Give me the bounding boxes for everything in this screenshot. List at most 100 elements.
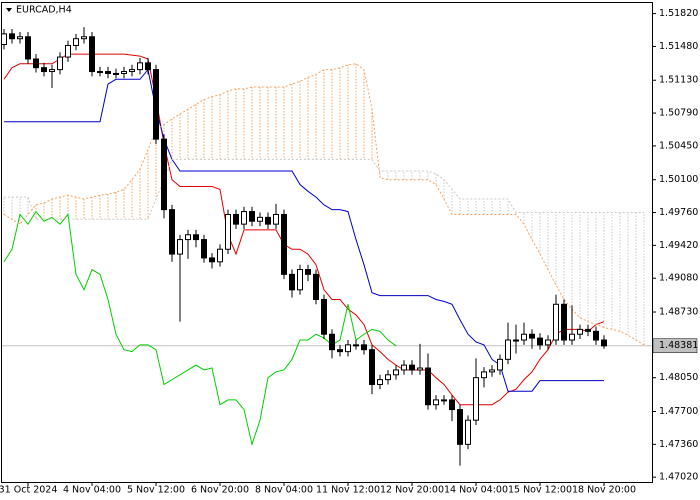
candle-body (97, 71, 103, 74)
candle-body (9, 33, 15, 40)
candle-body (89, 36, 95, 73)
cloud-layer (3, 63, 645, 345)
x-tick-label: 4 Nov 04:00 (63, 485, 121, 496)
candle-body (305, 269, 311, 275)
y-tick-label: 1.47020 (659, 472, 698, 483)
indicator-line (4, 158, 644, 220)
candle-body (441, 399, 447, 402)
candle-body (105, 71, 111, 74)
candle-body (553, 303, 559, 341)
candle-body (385, 374, 391, 381)
candle-body (249, 211, 255, 222)
candle-body (401, 364, 407, 371)
candle-body (577, 328, 583, 335)
x-tick-label: 8 Nov 04:00 (255, 485, 313, 496)
candle-body (145, 62, 151, 71)
candle-body (185, 234, 191, 241)
candle-body (361, 344, 367, 351)
candle-body (257, 216, 263, 222)
y-tick-label: 1.49080 (659, 273, 698, 284)
candle-body (233, 213, 239, 225)
y-tick-label: 1.50790 (659, 108, 698, 119)
candle-body (513, 339, 519, 342)
y-tick-label: 1.47360 (659, 439, 698, 450)
candle-body (73, 38, 79, 46)
candle-body (281, 213, 287, 275)
indicator-line (3, 53, 605, 406)
candle-body (137, 62, 143, 71)
candle-body (265, 216, 271, 225)
candle-body (449, 399, 455, 411)
candle-body (153, 69, 159, 140)
candle-body (121, 71, 127, 74)
candle-body (113, 72, 119, 75)
candle-body (273, 213, 279, 225)
x-tick-label: 31 Oct 2024 (0, 485, 57, 496)
candle-body (481, 371, 487, 379)
candle-body (457, 409, 463, 445)
candle-body (289, 273, 295, 291)
chart-title: EURCAD,H4 (16, 5, 72, 16)
candle-body (489, 369, 495, 373)
candle-body (537, 337, 543, 346)
candle-body (177, 239, 183, 255)
candle-body (297, 269, 303, 291)
candle-body (433, 399, 439, 406)
symbol-menu-icon[interactable] (6, 8, 12, 12)
plot-frame (1, 2, 653, 483)
candle-body (329, 333, 335, 351)
candle-body (313, 273, 319, 300)
y-tick-label: 1.50450 (659, 140, 698, 151)
indicator-line (4, 68, 604, 392)
x-tick-label: 18 Nov 20:00 (572, 485, 636, 496)
x-tick-label: 6 Nov 20:00 (191, 485, 249, 496)
candle-body (529, 333, 535, 339)
y-tick-label: 1.50100 (659, 174, 698, 185)
last-price-label: 1.48381 (659, 340, 698, 351)
x-tick-label: 5 Nov 12:00 (127, 485, 185, 496)
x-tick-label: 11 Nov 12:00 (316, 485, 380, 496)
candle-body (41, 67, 47, 73)
candle-body (369, 349, 375, 385)
candle-body (345, 344, 351, 353)
candle-body (217, 248, 223, 263)
candle-body (377, 379, 383, 385)
y-tick-label: 1.48730 (659, 307, 698, 318)
candle-body (393, 369, 399, 376)
candle-body (57, 56, 63, 71)
candle-body (201, 239, 207, 259)
y-tick-label: 1.49760 (659, 207, 698, 218)
candle-body (593, 330, 599, 341)
candle-body (17, 36, 23, 40)
candle-body (65, 44, 71, 58)
candles-layer (1, 27, 607, 466)
candle-body (337, 349, 343, 353)
candle-body (33, 58, 39, 69)
indicator-line (3, 63, 645, 346)
candle-body (49, 69, 55, 73)
candle-body (505, 339, 511, 360)
candle-body (521, 333, 527, 341)
candle-body (561, 303, 567, 341)
candle-body (465, 419, 471, 445)
candle-body (417, 367, 423, 371)
y-tick-label: 1.47700 (659, 406, 698, 417)
candle-body (241, 211, 247, 225)
candle-body (209, 257, 215, 263)
x-tick-label: 12 Nov 20:00 (380, 485, 444, 496)
candle-body (129, 69, 135, 73)
y-tick-label: 1.48050 (659, 372, 698, 383)
candle-body (321, 298, 327, 335)
candle-body (545, 339, 551, 346)
y-tick-label: 1.51130 (659, 75, 698, 86)
candle-body (353, 344, 359, 347)
y-tick-label: 1.51820 (659, 8, 698, 19)
candle-body (409, 364, 415, 371)
candle-body (169, 209, 175, 255)
y-tick-label: 1.51480 (659, 41, 698, 52)
y-tick-label: 1.49420 (659, 240, 698, 251)
candle-body (161, 138, 167, 211)
candle-body (193, 234, 199, 241)
